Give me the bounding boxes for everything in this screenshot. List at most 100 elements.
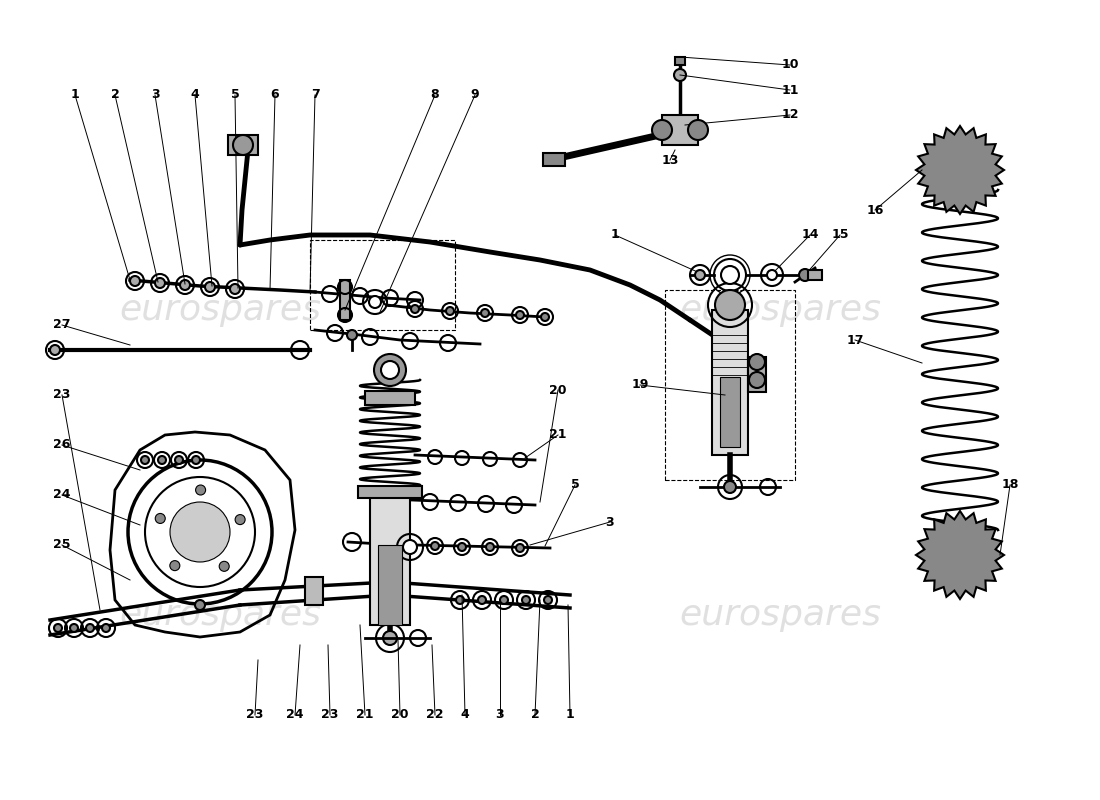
Text: 27: 27	[53, 318, 70, 331]
Text: 16: 16	[867, 203, 883, 217]
Circle shape	[141, 456, 149, 464]
Text: 19: 19	[631, 378, 649, 391]
Circle shape	[368, 296, 381, 308]
Circle shape	[175, 456, 183, 464]
Circle shape	[688, 120, 708, 140]
Text: 24: 24	[53, 489, 70, 502]
Bar	[675, 57, 685, 65]
Circle shape	[155, 278, 165, 288]
Text: 23: 23	[246, 709, 264, 722]
Bar	[358, 486, 422, 498]
Text: 22: 22	[427, 709, 443, 722]
Text: eurospares: eurospares	[679, 293, 881, 327]
Circle shape	[230, 284, 240, 294]
Text: 20: 20	[392, 709, 409, 722]
Polygon shape	[916, 511, 1004, 599]
Circle shape	[674, 69, 686, 81]
Bar	[365, 391, 415, 405]
Circle shape	[695, 270, 705, 280]
Circle shape	[411, 305, 419, 313]
Bar	[712, 310, 748, 455]
Circle shape	[403, 540, 417, 554]
Bar	[748, 357, 766, 392]
Text: 7: 7	[310, 89, 319, 102]
Text: 14: 14	[801, 229, 818, 242]
Circle shape	[158, 456, 166, 464]
Text: 17: 17	[846, 334, 864, 346]
Circle shape	[219, 562, 229, 571]
Text: eurospares: eurospares	[119, 598, 321, 632]
Circle shape	[456, 596, 464, 604]
Circle shape	[799, 269, 811, 281]
Text: 4: 4	[461, 709, 470, 722]
Circle shape	[196, 485, 206, 495]
Circle shape	[516, 311, 524, 319]
Circle shape	[102, 624, 110, 632]
Text: 15: 15	[832, 229, 849, 242]
Circle shape	[233, 135, 253, 155]
Circle shape	[192, 456, 200, 464]
Text: 2: 2	[530, 709, 539, 722]
Circle shape	[516, 544, 524, 552]
Circle shape	[724, 481, 736, 493]
Bar	[340, 280, 350, 320]
Circle shape	[446, 307, 454, 315]
Circle shape	[500, 596, 508, 604]
Circle shape	[720, 266, 739, 284]
Circle shape	[486, 543, 494, 551]
Text: 4: 4	[190, 89, 199, 102]
Circle shape	[478, 596, 486, 604]
Bar	[666, 290, 795, 480]
Bar	[378, 545, 402, 625]
Text: 5: 5	[571, 478, 580, 491]
Polygon shape	[916, 126, 1004, 214]
Text: 9: 9	[471, 89, 480, 102]
Text: 10: 10	[781, 58, 799, 71]
Bar	[543, 153, 565, 166]
Circle shape	[86, 624, 94, 632]
Text: 13: 13	[661, 154, 679, 166]
Text: 2: 2	[111, 89, 120, 102]
Circle shape	[522, 596, 530, 604]
Bar	[808, 270, 822, 280]
Text: 25: 25	[53, 538, 70, 551]
Text: 3: 3	[606, 515, 614, 529]
Bar	[662, 115, 698, 145]
Text: 26: 26	[53, 438, 70, 451]
Circle shape	[458, 543, 466, 551]
Text: eurospares: eurospares	[119, 293, 321, 327]
Text: 8: 8	[431, 89, 439, 102]
Circle shape	[130, 276, 140, 286]
Circle shape	[481, 309, 490, 317]
Circle shape	[374, 354, 406, 386]
Bar	[310, 240, 455, 330]
Circle shape	[541, 313, 549, 321]
Circle shape	[169, 561, 179, 570]
Circle shape	[155, 514, 165, 523]
Text: 24: 24	[286, 709, 304, 722]
Text: 6: 6	[271, 89, 279, 102]
Text: 20: 20	[549, 383, 566, 397]
Circle shape	[54, 624, 62, 632]
Text: 1: 1	[610, 229, 619, 242]
Text: 23: 23	[321, 709, 339, 722]
Circle shape	[346, 330, 358, 340]
Circle shape	[381, 361, 399, 379]
Circle shape	[235, 514, 245, 525]
Circle shape	[767, 270, 777, 280]
Bar	[720, 377, 740, 447]
Circle shape	[652, 120, 672, 140]
Text: 1: 1	[565, 709, 574, 722]
Circle shape	[715, 290, 745, 320]
Bar	[228, 135, 258, 155]
Circle shape	[544, 596, 552, 604]
Circle shape	[749, 372, 764, 388]
Circle shape	[170, 502, 230, 562]
Circle shape	[195, 600, 205, 610]
Bar	[305, 577, 323, 605]
Text: 3: 3	[151, 89, 160, 102]
Circle shape	[50, 345, 60, 355]
Text: 3: 3	[496, 709, 504, 722]
Text: 5: 5	[231, 89, 240, 102]
Text: 21: 21	[549, 429, 566, 442]
